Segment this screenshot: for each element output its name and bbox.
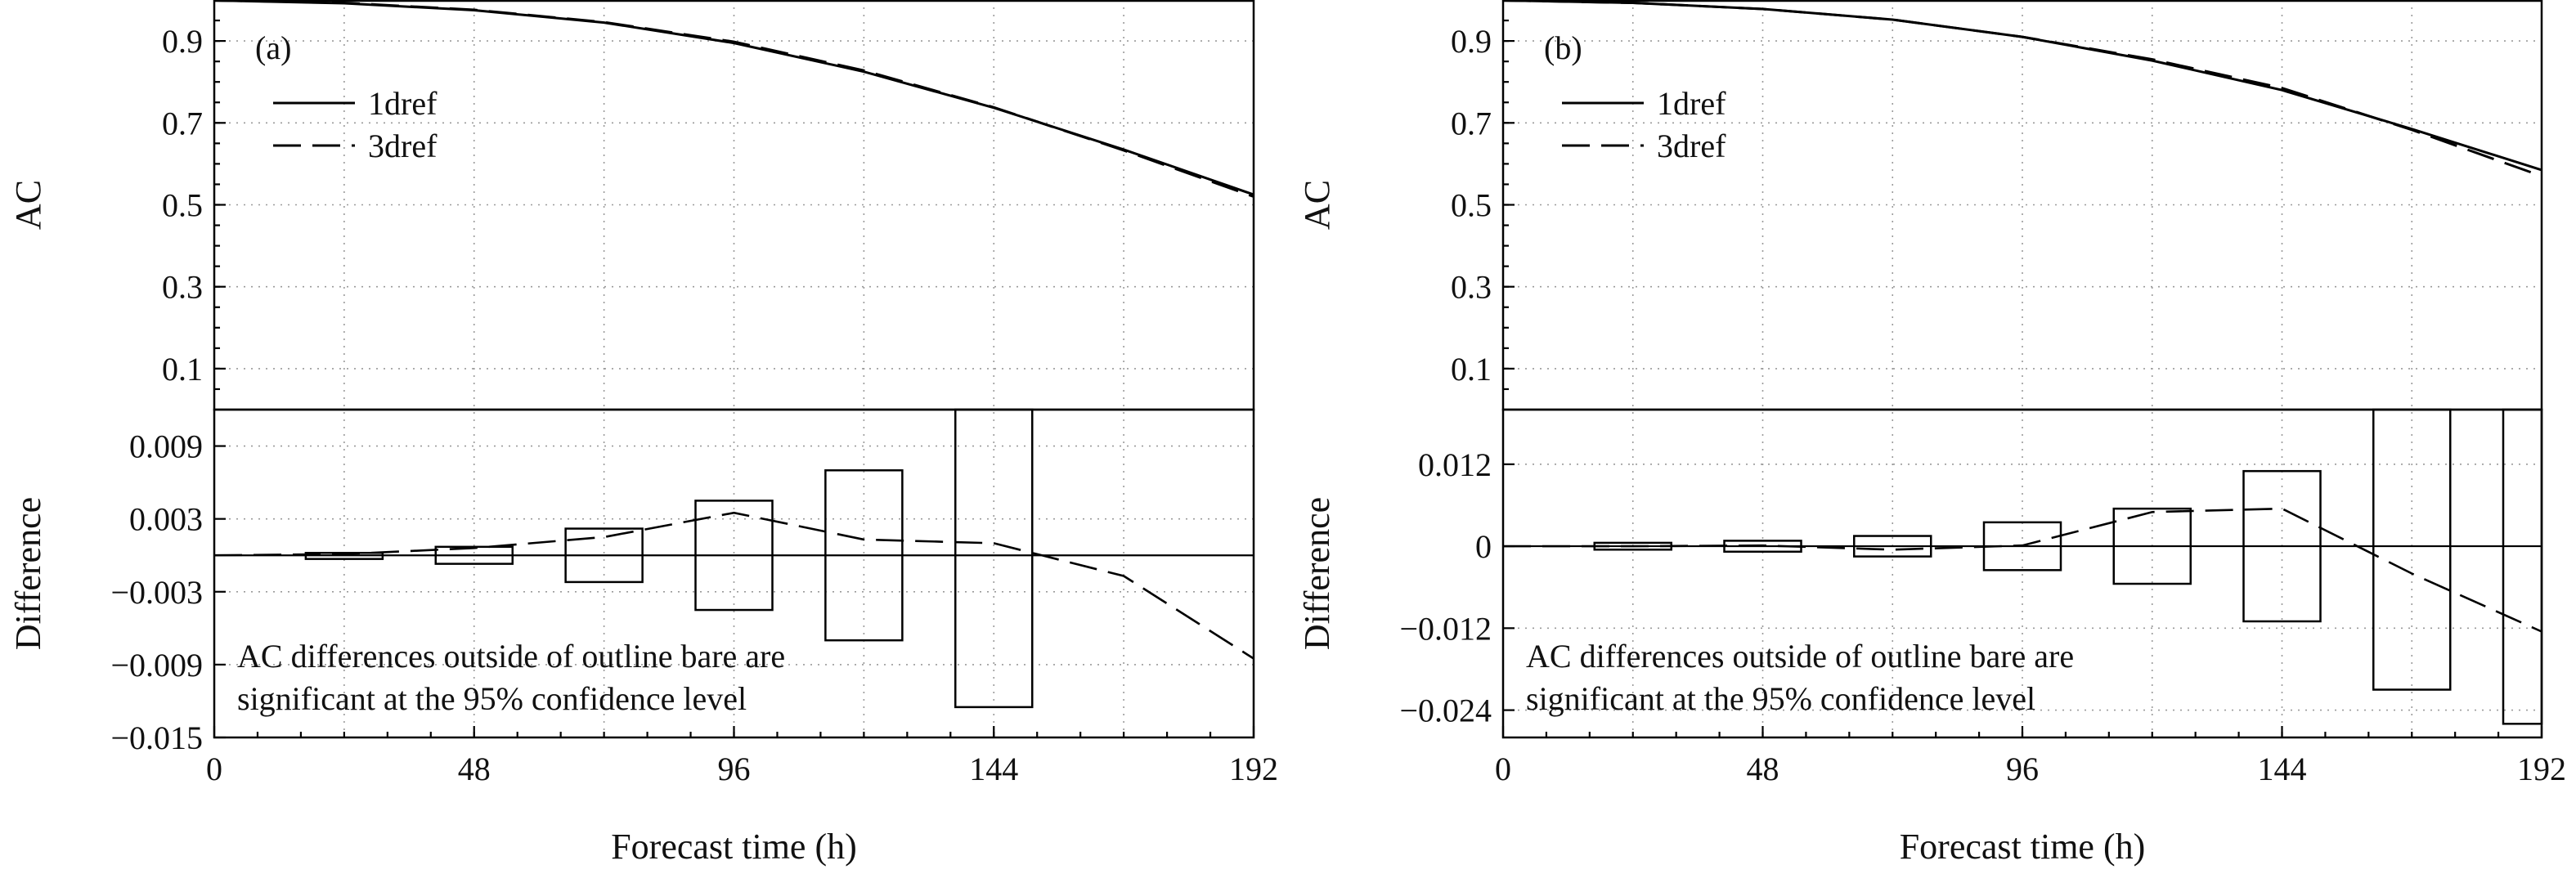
x-tick-label: 192 xyxy=(1229,751,1278,787)
top-y-tick-label: 0.1 xyxy=(162,351,203,388)
top-y-axis-title: AC xyxy=(8,180,48,230)
bottom-y-tick-label: 0.012 xyxy=(1418,446,1492,483)
panel-a: 0 48 96 144 192 0.1 0.3 0.5 0.7 0.9 −0.015 −0.009 −0… xyxy=(8,0,1278,867)
x-tick-label: 0 xyxy=(206,751,222,787)
significance-note: significant at the 95% confidence level xyxy=(1526,680,2035,717)
bottom-y-tick-label: −0.009 xyxy=(110,647,203,684)
x-tick-label: 96 xyxy=(718,751,751,787)
significance-note: significant at the 95% confidence level xyxy=(237,680,747,717)
legend-label: 1dref xyxy=(368,85,438,122)
significance-note: AC differences outside of outline bare a… xyxy=(1526,638,2074,675)
confidence-interval-box xyxy=(694,500,774,612)
bottom-y-axis-title: Difference xyxy=(8,497,48,650)
confidence-interval-box xyxy=(1853,535,1932,558)
top-y-tick-label: 0.3 xyxy=(162,269,203,306)
bottom-y-tick-label: −0.012 xyxy=(1399,610,1492,647)
x-tick-label: 48 xyxy=(1747,751,1779,787)
legend-label: 3dref xyxy=(368,128,438,164)
top-y-axis-title: AC xyxy=(1297,180,1337,230)
x-tick-label: 192 xyxy=(2517,751,2566,787)
difference-line xyxy=(213,511,1254,660)
panel-label: (b) xyxy=(1544,29,1582,66)
bottom-y-tick-label: −0.024 xyxy=(1399,692,1492,729)
difference-line xyxy=(1503,507,2542,633)
confidence-interval-box xyxy=(2242,469,2322,623)
top-y-tick-label: 0.3 xyxy=(1451,269,1492,306)
legend-label: 1dref xyxy=(1657,85,1726,122)
bottom-y-tick-label: −0.015 xyxy=(110,719,203,756)
top-y-tick-label: 0.7 xyxy=(1451,105,1492,141)
bottom-y-axis-title: Difference xyxy=(1297,497,1337,650)
legend-label: 3dref xyxy=(1657,128,1726,164)
bottom-y-tick-label: −0.003 xyxy=(110,574,203,611)
x-axis-title: Forecast time (h) xyxy=(611,827,857,867)
confidence-interval-box xyxy=(824,469,904,642)
confidence-interval-box xyxy=(954,408,1034,709)
bottom-y-tick-label: 0.003 xyxy=(129,501,203,538)
top-y-tick-label: 0.5 xyxy=(162,187,203,224)
confidence-interval-box xyxy=(2502,408,2543,725)
series-line-3dref xyxy=(213,0,1254,198)
x-tick-label: 0 xyxy=(1495,751,1511,787)
series-line-3dref xyxy=(1502,0,2542,177)
significance-note: AC differences outside of outline bare a… xyxy=(237,638,785,675)
panel-label: (a) xyxy=(255,29,291,66)
top-y-tick-label: 0.9 xyxy=(162,23,203,60)
x-tick-label: 144 xyxy=(969,751,1018,787)
confidence-interval-box xyxy=(2372,408,2452,691)
x-axis-title: Forecast time (h) xyxy=(1900,827,2146,867)
top-y-tick-label: 0.9 xyxy=(1451,23,1492,60)
top-y-tick-label: 0.1 xyxy=(1451,351,1492,388)
x-tick-label: 48 xyxy=(458,751,491,787)
bottom-y-tick-label: 0 xyxy=(1475,528,1492,565)
confidence-interval-box xyxy=(2112,507,2192,585)
x-tick-label: 144 xyxy=(2258,751,2307,787)
panel-b: 0 48 96 144 192 0.1 0.3 0.5 0.7 0.9 −0.024 −0.012 0 0… xyxy=(1297,0,2566,867)
top-y-tick-label: 0.5 xyxy=(1451,187,1492,224)
bottom-y-tick-label: 0.009 xyxy=(129,428,203,465)
confidence-interval-box xyxy=(304,552,384,560)
top-y-tick-label: 0.7 xyxy=(162,105,203,141)
confidence-interval-box xyxy=(434,545,514,565)
x-tick-label: 96 xyxy=(2006,751,2039,787)
confidence-interval-box xyxy=(564,527,644,584)
